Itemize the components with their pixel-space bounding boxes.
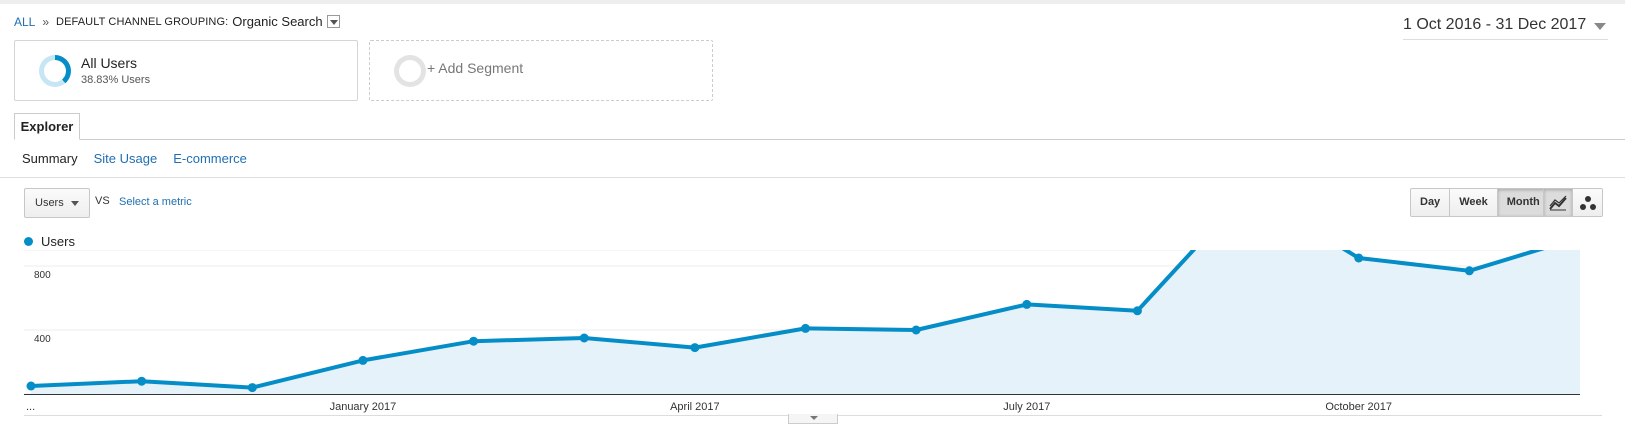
x-tick-label: April 2017 [670,401,720,413]
segment-subtitle: 38.83% Users [81,74,151,86]
x-tick-label: July 2017 [1003,401,1050,413]
data-point[interactable] [911,325,921,335]
users-chart: 400 800 ... January 2017 April 2017 July 201… [24,250,1580,413]
subtab-site-usage[interactable]: Site Usage [93,151,158,166]
breadcrumb-all-link[interactable]: ALL [14,14,36,29]
data-point[interactable] [469,336,479,346]
y-tick-label: 400 [34,334,51,345]
motion-chart-button[interactable] [1573,189,1602,216]
add-segment-label: + Add Segment [427,60,524,76]
add-segment-button[interactable]: + Add Segment [369,40,713,101]
segment-donut-icon [39,55,71,87]
subtab-ecommerce[interactable]: E-commerce [173,151,247,166]
chevron-down-icon [71,201,79,206]
top-border [0,0,1625,4]
select-metric-link[interactable]: Select a metric [119,196,192,208]
data-point[interactable] [1022,299,1032,309]
series-area [31,250,1580,394]
interval-toggle: Day Week Month [1410,188,1550,217]
data-point[interactable] [1132,306,1142,316]
data-point[interactable] [690,343,700,353]
empty-donut-icon [394,55,426,87]
metric-select[interactable]: Users [24,188,90,218]
interval-month-button[interactable]: Month [1497,189,1549,216]
breadcrumb-dropdown-icon[interactable] [326,15,340,28]
subtabs: Summary Site Usage E-commerce [22,151,263,166]
data-point[interactable] [26,381,36,391]
breadcrumb-separator: » [42,14,50,29]
segment-title: All Users [81,55,138,71]
y-tick-label: 800 [34,270,51,281]
expand-chart-handle[interactable] [788,414,838,424]
x-tick-label: January 2017 [330,401,397,413]
motion-chart-icon [1579,195,1596,210]
subtab-divider [0,177,1625,178]
metric-select-value: Users [35,197,64,209]
date-range-picker[interactable]: 1 Oct 2016 - 31 Dec 2017 [1403,16,1608,40]
data-point[interactable] [1464,266,1474,276]
line-chart-icon [1549,195,1567,210]
subtab-summary[interactable]: Summary [22,151,78,166]
line-chart-button[interactable] [1544,189,1573,216]
date-range-text: 1 Oct 2016 - 31 Dec 2017 [1403,16,1587,33]
legend-dot-icon [24,237,33,246]
breadcrumb-dimension: DEFAULT CHANNEL GROUPING: [56,15,229,28]
legend-label: Users [41,234,75,249]
x-tick-label: ... [26,401,35,413]
breadcrumb-value: Organic Search [232,14,323,29]
chevron-down-icon [1594,23,1607,30]
tab-divider [14,139,1625,140]
interval-week-button[interactable]: Week [1450,189,1498,216]
x-tick-label: October 2017 [1325,401,1392,413]
breadcrumb: ALL » DEFAULT CHANNEL GROUPING: Organic … [14,14,340,29]
chart-type-toggle [1543,188,1603,217]
data-point[interactable] [358,355,368,365]
data-point[interactable] [1354,253,1364,263]
interval-day-button[interactable]: Day [1411,189,1451,216]
vs-label: VS [95,195,110,207]
data-point[interactable] [801,323,810,333]
data-point[interactable] [137,376,147,386]
data-point[interactable] [247,383,257,393]
y-axis-ticks: 400 800 [34,270,51,345]
tab-explorer[interactable]: Explorer [14,113,80,140]
segment-all-users[interactable]: All Users 38.83% Users [14,40,358,101]
chart-legend[interactable]: Users [24,234,75,249]
x-axis-ticks: ... January 2017 April 2017 July 2017 Octobe… [26,401,1392,413]
data-point[interactable] [579,333,589,343]
series-points [26,253,1474,393]
